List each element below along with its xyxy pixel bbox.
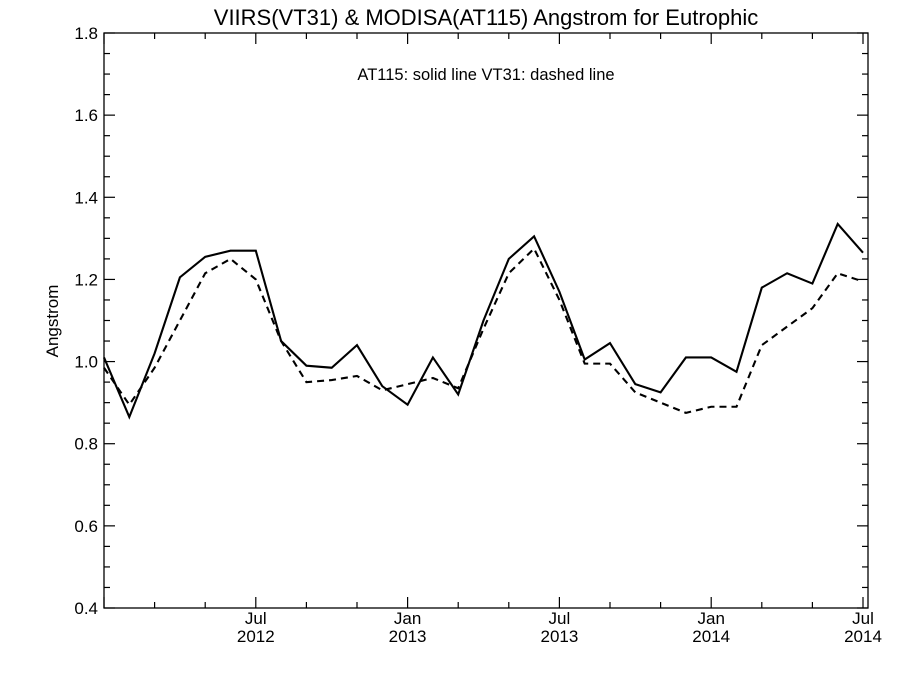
x-tick-month-label: Jul xyxy=(245,609,267,628)
y-tick-label: 1.2 xyxy=(74,270,98,289)
y-tick-label: 1.6 xyxy=(74,106,98,125)
x-tick-year-label: 2014 xyxy=(844,627,882,646)
tick-labels: 0.40.60.81.01.21.41.61.8Jul2012Jan2013Ju… xyxy=(74,24,882,646)
series-lines xyxy=(103,222,864,420)
x-tick-month-label: Jul xyxy=(549,609,571,628)
x-tick-year-label: 2012 xyxy=(237,627,275,646)
x-tick-year-label: 2013 xyxy=(389,627,427,646)
x-tick-year-label: 2013 xyxy=(540,627,578,646)
plot-frame xyxy=(103,32,869,609)
y-axis-label: Angstrom xyxy=(43,285,62,358)
axis-ticks xyxy=(103,32,868,609)
y-tick-label: 0.6 xyxy=(74,517,98,536)
series-line-vt31 xyxy=(103,246,864,415)
chart-title: VIIRS(VT31) & MODISA(AT115) Angstrom for… xyxy=(214,5,758,30)
series-line-at115 xyxy=(103,222,864,420)
y-tick-label: 0.4 xyxy=(74,599,98,618)
x-tick-year-label: 2014 xyxy=(692,627,730,646)
y-tick-label: 1.4 xyxy=(74,188,98,207)
y-tick-label: 1.8 xyxy=(74,24,98,43)
x-tick-month-label: Jul xyxy=(852,609,874,628)
y-tick-label: 1.0 xyxy=(74,353,98,372)
x-tick-month-label: Jan xyxy=(697,609,724,628)
series-legend-annotation: AT115: solid line VT31: dashed line xyxy=(357,66,614,84)
y-tick-label: 0.8 xyxy=(74,435,98,454)
x-tick-month-label: Jan xyxy=(394,609,421,628)
